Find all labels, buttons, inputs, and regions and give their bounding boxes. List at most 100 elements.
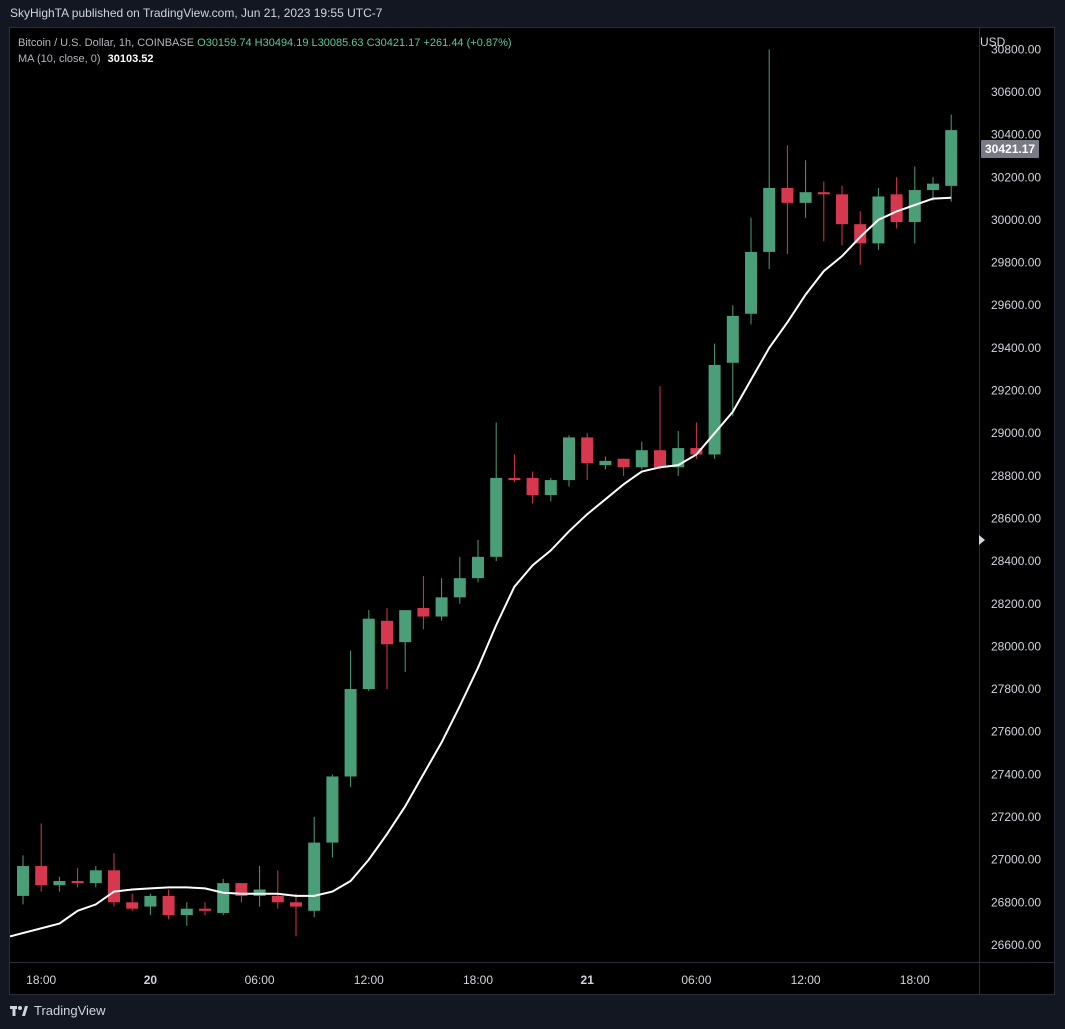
candle[interactable] [654,386,666,470]
publisher-banner: SkyHighTA published on TradingView.com, … [10,6,383,20]
candle-body [144,895,157,907]
candle[interactable] [144,893,157,916]
candle[interactable] [708,343,721,459]
candle[interactable] [836,185,848,246]
candle[interactable] [126,893,139,911]
candle[interactable] [945,114,958,202]
candle[interactable] [89,866,102,888]
candle[interactable] [308,816,321,918]
candle[interactable] [635,441,648,470]
chart-legend: Bitcoin / U.S. Dollar, 1h, COINBASE O301… [18,35,512,67]
candle[interactable] [199,902,211,916]
price-tick-label: 29600.00 [991,298,1041,312]
candle[interactable] [617,458,630,476]
candle[interactable] [817,181,830,242]
candle-body [308,842,321,911]
candle[interactable] [544,477,557,502]
time-axis[interactable]: 18:00 20 06:00 12:00 18:00 21 06:00 12:00 18:00 [10,962,979,995]
candle-body [763,187,776,252]
price-tick-label: 30400.00 [991,128,1041,142]
candle[interactable] [217,878,230,916]
candle[interactable] [726,305,739,417]
candle-body [854,224,867,244]
legend-symbol[interactable]: Bitcoin / U.S. Dollar, 1h, COINBASE [18,37,195,49]
candle[interactable] [326,774,339,858]
candle[interactable] [253,866,266,907]
candle[interactable] [581,433,594,481]
candle[interactable] [890,177,903,229]
candle-body [708,364,721,455]
time-tick-label: 12:00 [354,973,384,987]
candle[interactable] [162,889,175,920]
price-tick-label: 30000.00 [991,213,1041,227]
legend-ma-value: 30103.52 [107,53,154,65]
candle[interactable] [108,853,120,907]
tradingview-logo-icon [10,1004,28,1018]
candle[interactable] [490,422,503,562]
candle[interactable] [763,49,776,269]
candle[interactable] [453,556,466,604]
candle[interactable] [799,160,812,218]
currency-label[interactable]: USD [980,35,1006,49]
price-tick-label: 28600.00 [991,511,1041,525]
candle[interactable] [599,456,612,470]
candle[interactable] [563,435,575,487]
price-tick-label: 29200.00 [991,384,1041,398]
candle-body [581,437,594,464]
candle[interactable] [35,823,48,892]
candle[interactable] [381,608,393,690]
candle[interactable] [53,876,66,892]
plot-area[interactable] [9,28,979,962]
candle[interactable] [435,578,448,621]
legend-symbol-row: Bitcoin / U.S. Dollar, 1h, COINBASE O301… [18,35,512,51]
candle-body [290,902,302,907]
candle[interactable] [508,454,521,483]
price-tick-label: 30800.00 [991,42,1041,56]
candle[interactable] [290,893,302,937]
time-tick-label: 06:00 [245,973,275,987]
candle[interactable] [362,610,375,692]
chart-frame[interactable]: 26600.00 26800.00 27000.00 27200.00 27400.00… [9,27,1055,995]
candle[interactable] [180,902,193,926]
candle[interactable] [344,650,357,788]
scroll-arrow-icon[interactable] [979,535,985,545]
candle-body [490,477,503,557]
tradingview-logo[interactable]: TradingView [10,1003,106,1018]
candle-body [526,477,539,495]
candle-body [162,895,175,916]
axis-corner [979,962,1055,995]
candlestick-plot[interactable] [9,28,979,962]
time-axis-labels: 18:00 20 06:00 12:00 18:00 21 06:00 12:00 18:00 [26,973,930,987]
price-tick-label: 29800.00 [991,256,1041,270]
candle[interactable] [672,431,685,476]
price-tick-label: 30200.00 [991,170,1041,184]
candle-body [726,315,739,363]
price-tick-label: 27600.00 [991,725,1041,739]
price-tick-label: 28400.00 [991,554,1041,568]
candle[interactable] [526,471,539,504]
candle[interactable] [472,539,484,583]
candle[interactable] [71,868,84,888]
candle[interactable] [781,145,794,255]
candle-body [945,130,958,186]
candle[interactable] [417,576,430,630]
candle-body [435,597,448,617]
candle-body [890,194,903,223]
price-tick-label: 29000.00 [991,426,1041,440]
candle[interactable] [17,855,29,905]
candle[interactable] [399,610,412,672]
candle-body [817,192,830,195]
legend-ma-label[interactable]: MA (10, close, 0) [18,53,101,65]
candle-body [271,895,284,903]
price-axis[interactable]: 26600.00 26800.00 27000.00 27200.00 27400.00… [979,28,1055,962]
candle[interactable] [690,422,703,459]
candle-body [417,608,430,617]
candle-body [253,889,266,896]
candle[interactable] [271,870,284,909]
price-tick-label: 27000.00 [991,853,1041,867]
candle[interactable] [745,217,757,325]
candle-body [635,450,648,468]
candle[interactable] [927,177,939,201]
price-tick-label: 29400.00 [991,341,1041,355]
price-tick-label: 27800.00 [991,682,1041,696]
